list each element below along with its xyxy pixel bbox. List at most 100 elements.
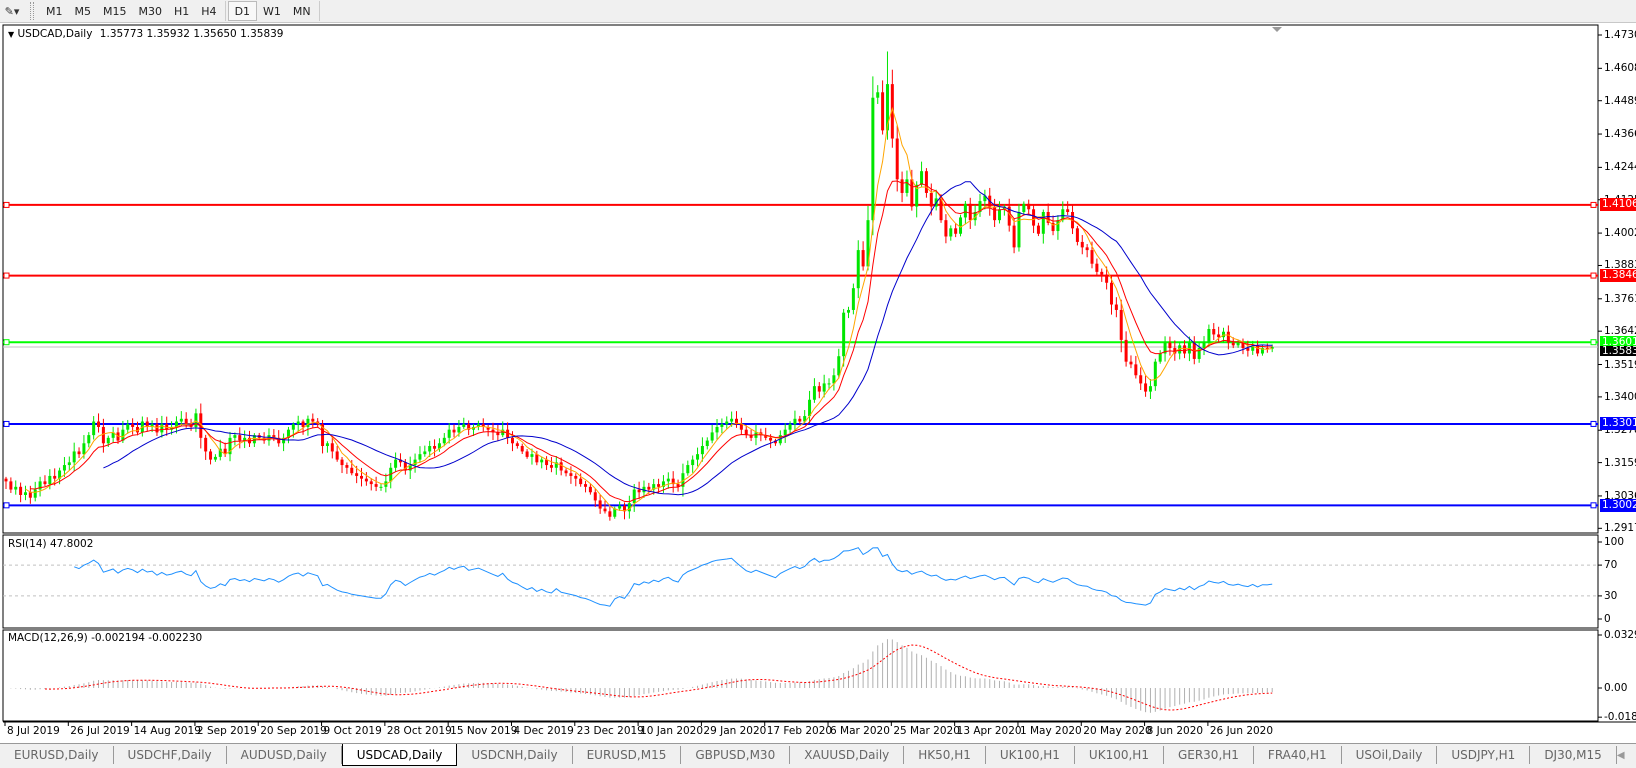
- candle: [1217, 326, 1221, 343]
- candle-body: [700, 446, 704, 455]
- candle: [364, 472, 368, 486]
- chart-tab[interactable]: GBPUSD,M30: [681, 746, 791, 764]
- candle: [1017, 203, 1021, 252]
- candle: [72, 442, 76, 472]
- candle: [179, 411, 183, 426]
- chart-tab[interactable]: USOil,Daily: [1342, 746, 1438, 764]
- candle: [715, 418, 719, 440]
- candle-body: [647, 486, 651, 490]
- timeframe-w1[interactable]: W1: [263, 4, 281, 18]
- candle-body: [993, 206, 997, 221]
- candle: [28, 485, 32, 504]
- candle-body: [978, 201, 982, 213]
- chart-tab[interactable]: HK50,H1: [904, 746, 986, 764]
- candle-body: [126, 424, 130, 430]
- timeframe-m5[interactable]: M5: [74, 4, 92, 18]
- candle: [33, 481, 37, 502]
- collapse-triangle-icon[interactable]: ▼: [8, 30, 15, 39]
- candle-body: [895, 138, 899, 180]
- candle: [997, 201, 1001, 224]
- chart-tab[interactable]: USDCHF,Daily: [114, 746, 227, 764]
- candle-body: [1036, 225, 1040, 234]
- timeframe-mn[interactable]: MN: [292, 4, 311, 18]
- candle-body: [481, 424, 485, 427]
- price-tick-label: 1.44890: [1604, 94, 1636, 107]
- candle-body: [1134, 364, 1138, 376]
- chart-tab[interactable]: FRA40,H1: [1254, 746, 1342, 764]
- candle: [920, 161, 924, 188]
- chart-tab[interactable]: USDJPY,H1: [1437, 746, 1531, 764]
- candle-body: [851, 288, 855, 310]
- toolbar-grip[interactable]: [30, 2, 34, 20]
- candle-body: [696, 454, 700, 460]
- price-tick-label: 1.47305: [1604, 29, 1636, 41]
- chart-tab[interactable]: GER30,H1: [1164, 746, 1254, 764]
- timeframe-toolbar: ✎▾ M1 M5 M15 M30 H1 H4 D1 W1 MN: [0, 0, 1636, 23]
- ma-fast-line: [25, 106, 1273, 512]
- candle: [593, 488, 597, 507]
- line-studies-icon[interactable]: ✎▾: [4, 4, 20, 18]
- candle: [1066, 201, 1070, 216]
- timeframe-h1[interactable]: H1: [174, 4, 190, 18]
- chart-tab[interactable]: DJ30,M15: [1530, 746, 1617, 764]
- horizontal-line-price-label: 1.30020: [1600, 498, 1636, 512]
- candle: [973, 204, 977, 226]
- candle: [126, 419, 130, 434]
- candle: [481, 418, 485, 432]
- rsi-level-label: 70: [1604, 559, 1618, 572]
- candle-body: [92, 421, 96, 436]
- timeframe-m30[interactable]: M30: [138, 4, 163, 18]
- candle: [803, 410, 807, 424]
- candle-body: [204, 437, 208, 452]
- candle-body: [642, 486, 646, 493]
- timeframe-h4[interactable]: H4: [201, 4, 217, 18]
- candle: [486, 424, 490, 437]
- date-label: 8 Jun 2020: [1146, 725, 1204, 737]
- candle-body: [725, 421, 729, 425]
- candle-body: [730, 418, 734, 422]
- candle-body: [627, 503, 631, 512]
- chart-tab[interactable]: USDCAD,Daily: [341, 744, 458, 766]
- date-label: 26 Jul 2019: [70, 725, 130, 737]
- candle-body: [1236, 342, 1240, 346]
- candle: [1163, 336, 1167, 362]
- candle-body: [574, 475, 578, 479]
- candle: [19, 482, 23, 503]
- chart-tab[interactable]: XAUUSD,Daily: [790, 746, 905, 764]
- candle: [233, 432, 237, 446]
- candle: [111, 426, 115, 444]
- timeframe-m15[interactable]: M15: [103, 4, 127, 18]
- rsi-level-label: 0: [1604, 613, 1611, 625]
- candle: [174, 416, 178, 434]
- candle: [442, 433, 446, 447]
- candle-body: [920, 171, 924, 185]
- chart-tab[interactable]: UK100,H1: [986, 746, 1075, 764]
- candle: [437, 438, 441, 452]
- chart-tab[interactable]: AUDUSD,Daily: [227, 746, 342, 764]
- price-tick-label: 1.38835: [1604, 259, 1636, 272]
- scroll-left-icon[interactable]: ◀: [1616, 749, 1625, 761]
- candle-body: [506, 429, 510, 438]
- candle: [1124, 331, 1128, 367]
- candle: [403, 459, 407, 475]
- candle-body: [739, 424, 743, 430]
- candle: [1173, 340, 1177, 361]
- candle-body: [467, 424, 471, 430]
- candle-body: [744, 429, 748, 436]
- timeframe-m1[interactable]: M1: [46, 4, 63, 18]
- candle-body: [121, 429, 125, 441]
- candle-body: [62, 465, 66, 471]
- candle-body: [1178, 345, 1182, 354]
- candle-body: [1095, 263, 1099, 272]
- candle-body: [1144, 383, 1148, 392]
- chart-tab[interactable]: UK100,H1: [1075, 746, 1164, 764]
- line-handle: [1590, 201, 1597, 208]
- chart-tab[interactable]: USDCNH,Daily: [457, 746, 573, 764]
- timeframe-d1[interactable]: D1: [227, 1, 258, 21]
- candle: [228, 431, 232, 462]
- chart-tab[interactable]: EURUSD,M15: [573, 746, 682, 764]
- candle-body: [1241, 342, 1245, 349]
- candle-body: [14, 486, 18, 490]
- chart-tab[interactable]: EURUSD,Daily: [0, 746, 114, 764]
